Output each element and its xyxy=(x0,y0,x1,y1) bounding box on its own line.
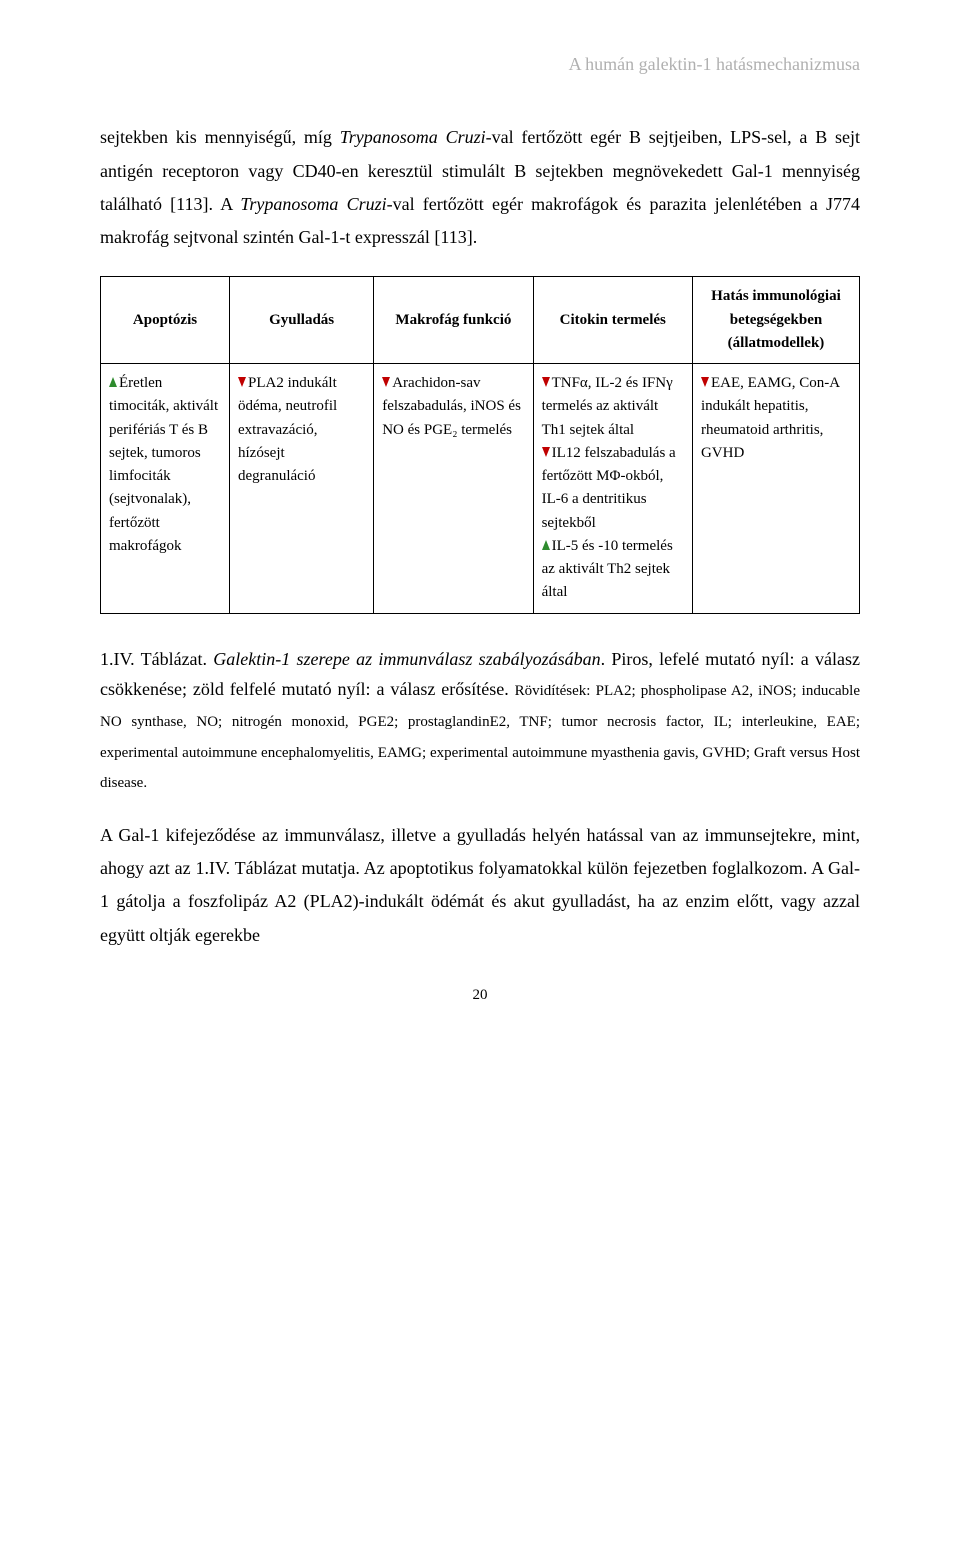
arrow-down-icon xyxy=(542,447,550,457)
cell-gyulladas-text: PLA2 indukált ödéma, neutrofil extravazá… xyxy=(238,375,337,484)
citokin-text-a: TNFα, IL-2 és IFNγ termelés az aktivált … xyxy=(542,375,673,438)
cell-hatas: EAE, EAMG, Con-A indukált hepatitis, rhe… xyxy=(692,364,859,614)
cell-makrofag: Arachidon-sav felszabadulás, iNOS és NO … xyxy=(374,364,533,614)
caption-italic: Galektin-1 szerepe az immunválasz szabál… xyxy=(213,649,600,669)
paragraph-2: A Gal-1 kifejeződése az immunválasz, ill… xyxy=(100,819,860,952)
page-number: 20 xyxy=(100,982,860,1010)
th-apoptozis: Apoptózis xyxy=(101,277,230,364)
cell-apoptozis-text: Éretlen timociták, aktivált perifériás T… xyxy=(109,375,218,554)
cell-hatas-text: EAE, EAMG, Con-A indukált hepatitis, rhe… xyxy=(701,375,839,461)
p1-italic-a: Trypanosoma Cruzi xyxy=(340,127,486,147)
cell-makrofag-text: Arachidon-sav felszabadulás, iNOS és NO … xyxy=(382,375,521,438)
citokin-block-b: IL12 felszabadulás a fertőzött MΦ-okból,… xyxy=(542,442,684,535)
arrow-down-icon xyxy=(238,377,246,387)
arrow-down-icon xyxy=(382,377,390,387)
table-row: Éretlen timociták, aktivált perifériás T… xyxy=(101,364,860,614)
table-caption: 1.IV. Táblázat. Galektin-1 szerepe az im… xyxy=(100,644,860,797)
citokin-block-c: IL-5 és -10 termelés az aktivált Th2 sej… xyxy=(542,535,684,605)
cell-citokin: TNFα, IL-2 és IFNγ termelés az aktivált … xyxy=(533,364,692,614)
running-header: A humán galektin-1 hatásmechanizmusa xyxy=(100,48,860,81)
arrow-up-icon xyxy=(542,540,550,550)
citokin-block-a: TNFα, IL-2 és IFNγ termelés az aktivált … xyxy=(542,372,684,442)
caption-small: Rövidítések: PLA2; phospholipase A2, iNO… xyxy=(100,683,860,791)
arrow-down-icon xyxy=(542,377,550,387)
citokin-text-c: IL-5 és -10 termelés az aktivált Th2 sej… xyxy=(542,538,673,601)
cell-gyulladas: PLA2 indukált ödéma, neutrofil extravazá… xyxy=(230,364,374,614)
th-makrofag: Makrofág funkció xyxy=(374,277,533,364)
paragraph-1: sejtekben kis mennyiségű, míg Trypanosom… xyxy=(100,121,860,254)
arrow-up-icon xyxy=(109,377,117,387)
p1-italic-b: Trypanosoma Cruzi xyxy=(240,194,386,214)
cell-apoptozis: Éretlen timociták, aktivált perifériás T… xyxy=(101,364,230,614)
arrow-down-icon xyxy=(701,377,709,387)
citokin-text-b: IL12 felszabadulás a fertőzött MΦ-okból,… xyxy=(542,445,676,531)
p1-text-a: sejtekben kis mennyiségű, míg xyxy=(100,127,340,147)
th-gyulladas: Gyulladás xyxy=(230,277,374,364)
caption-lead: 1.IV. Táblázat. xyxy=(100,649,213,669)
galectin-table: Apoptózis Gyulladás Makrofág funkció Cit… xyxy=(100,276,860,613)
table-header-row: Apoptózis Gyulladás Makrofág funkció Cit… xyxy=(101,277,860,364)
th-hatas: Hatás immunológiai betegségekben (állatm… xyxy=(692,277,859,364)
th-citokin: Citokin termelés xyxy=(533,277,692,364)
